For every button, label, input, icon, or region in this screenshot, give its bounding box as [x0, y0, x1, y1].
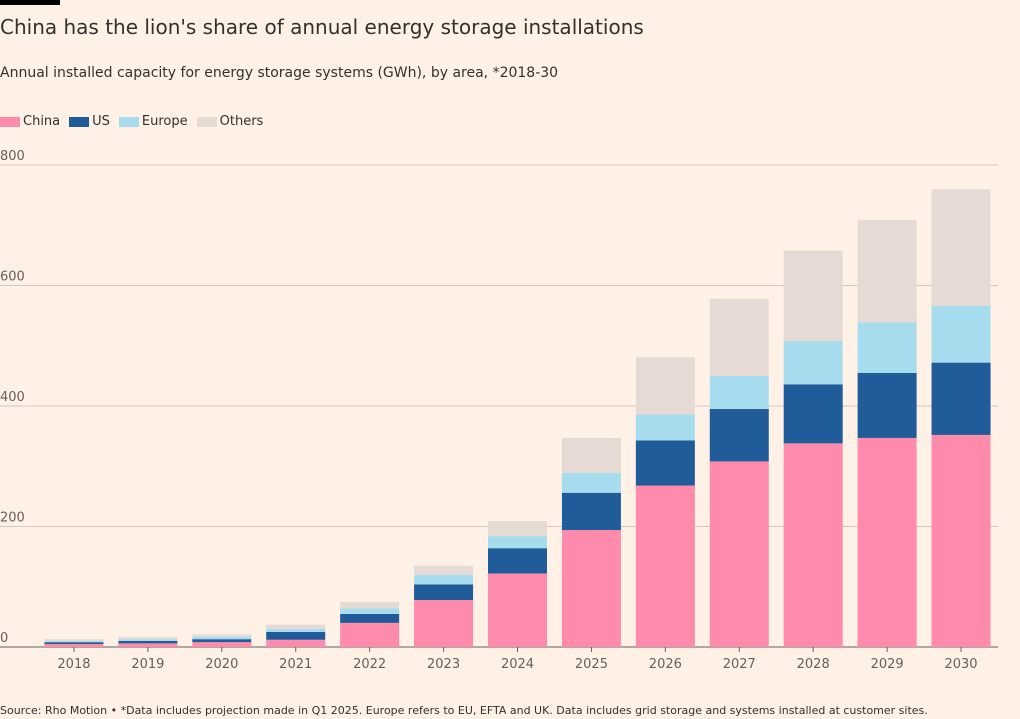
brand-bar: [0, 0, 60, 5]
bar-segment-others-2025: [561, 437, 621, 473]
bar-segment-others-2026: [635, 357, 695, 415]
bar-segment-china-2020: [192, 642, 252, 647]
bar-segment-others-2021: [266, 624, 326, 629]
y-tick-label: 0: [0, 631, 8, 646]
legend-swatch-europe: [118, 116, 139, 127]
bar-segment-others-2024: [488, 521, 547, 537]
bar-segment-europe-2020: [192, 636, 252, 640]
bar-segment-china-2018: [44, 643, 104, 647]
bar-segment-us-2027: [709, 409, 769, 462]
x-tick-label: 2024: [501, 657, 534, 672]
bar-segment-europe-2028: [783, 340, 843, 385]
bar-segment-china-2022: [340, 622, 400, 647]
bar-segment-others-2023: [414, 565, 474, 575]
bar-segment-us-2024: [488, 548, 547, 574]
x-tick-label: 2027: [723, 657, 756, 672]
y-tick-label: 800: [0, 150, 25, 164]
x-axis-ticks: 2018 2019 2020 2021 2022 2023 2024 2025 2026 2027…: [57, 647, 978, 672]
x-tick-label: 2020: [205, 657, 238, 672]
legend: China US Europe Others: [0, 114, 272, 129]
bar-segment-others-2029: [857, 219, 917, 323]
bar-segment-us-2028: [783, 384, 843, 444]
legend-label-others: Others: [219, 114, 264, 129]
bar-segment-china-2025: [561, 530, 621, 647]
x-tick-label: 2023: [427, 657, 460, 672]
bar-segment-china-2024: [488, 573, 547, 647]
bar-segment-europe-2022: [340, 608, 400, 614]
bar-segment-us-2022: [340, 613, 400, 623]
bar-segment-europe-2029: [857, 322, 917, 373]
chart-title: China has the lion's share of annual ene…: [0, 15, 644, 39]
x-tick-label: 2018: [57, 657, 90, 672]
x-tick-label: 2021: [279, 657, 312, 672]
bar-segment-others-2020: [192, 634, 252, 637]
bar-segment-europe-2027: [709, 375, 769, 410]
source-note: Source: Rho Motion • *Data includes proj…: [0, 704, 928, 717]
legend-swatch-others: [196, 116, 217, 127]
bar-segment-us-2023: [414, 584, 474, 601]
legend-label-us: US: [92, 114, 110, 129]
bar-segment-us-2021: [266, 631, 326, 640]
bar-segment-others-2019: [118, 636, 178, 640]
bar-segment-us-2020: [192, 639, 252, 643]
bar-segment-europe-2026: [635, 414, 695, 441]
x-tick-label: 2025: [575, 657, 608, 672]
bar-segment-europe-2021: [266, 628, 326, 632]
x-tick-label: 2028: [797, 657, 830, 672]
legend-label-china: China: [23, 114, 61, 129]
legend-item-others: Others: [196, 114, 264, 129]
y-tick-label: 400: [0, 390, 25, 405]
bar-segment-europe-2030: [931, 305, 991, 363]
legend-label-europe: Europe: [141, 114, 188, 129]
legend-item-europe: Europe: [118, 114, 188, 129]
bar-segment-us-2026: [635, 440, 695, 486]
x-tick-label: 2026: [649, 657, 682, 672]
bar-segment-us-2018: [44, 642, 104, 644]
bar-segment-europe-2018: [44, 640, 104, 643]
y-axis-ticks: 0 200 400 600 800: [0, 150, 25, 646]
bar-segment-europe-2023: [414, 574, 474, 585]
bar-segment-us-2030: [931, 362, 991, 435]
x-tick-label: 2022: [353, 657, 386, 672]
bars: [44, 189, 991, 647]
x-tick-label: 2030: [944, 657, 977, 672]
legend-item-us: US: [69, 114, 110, 129]
bar-segment-china-2028: [783, 443, 843, 647]
bar-segment-china-2029: [857, 437, 917, 647]
bar-segment-china-2027: [709, 461, 769, 647]
x-tick-label: 2029: [871, 657, 904, 672]
bar-segment-others-2030: [931, 189, 991, 306]
bar-segment-china-2023: [414, 600, 474, 647]
bar-segment-europe-2019: [118, 639, 178, 641]
bar-segment-others-2027: [709, 298, 769, 376]
bar-segment-china-2019: [118, 643, 178, 647]
legend-swatch-us: [69, 116, 90, 127]
y-tick-label: 600: [0, 270, 25, 285]
legend-item-china: China: [0, 114, 60, 129]
bar-segment-us-2019: [118, 640, 178, 644]
x-tick-label: 2019: [131, 657, 164, 672]
bar-segment-china-2030: [931, 434, 991, 647]
bar-segment-china-2021: [266, 639, 326, 647]
y-tick-label: 200: [0, 511, 25, 526]
bar-segment-europe-2024: [488, 536, 547, 549]
bar-segment-us-2025: [561, 492, 621, 531]
legend-swatch-china: [0, 116, 20, 127]
bar-segment-others-2028: [783, 250, 843, 341]
bar-segment-others-2022: [340, 601, 400, 609]
bar-segment-europe-2025: [561, 472, 621, 493]
bar-segment-us-2029: [857, 372, 917, 438]
bar-segment-china-2026: [635, 485, 695, 647]
bar-segment-others-2018: [44, 639, 104, 641]
chart-subtitle: Annual installed capacity for energy sto…: [0, 65, 559, 81]
